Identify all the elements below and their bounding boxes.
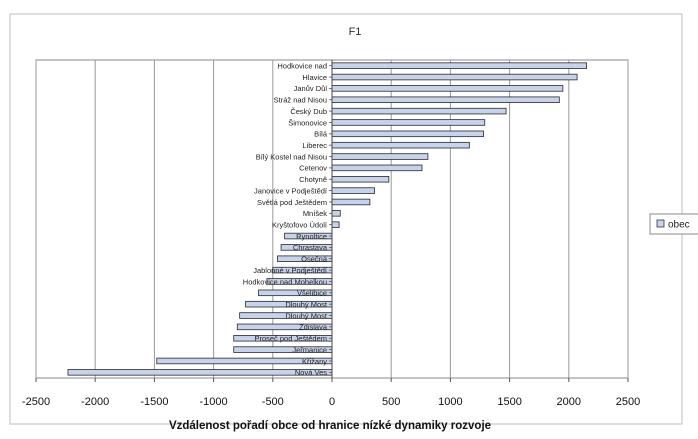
bar-7	[331, 141, 470, 149]
x-tick-label-0: -2500	[22, 396, 50, 408]
category-label-0: Hodkovice nad	[277, 61, 327, 70]
category-label-14: Kryštofovo Údolí	[272, 220, 328, 229]
category-label-12: Světlá pod Ještědem	[257, 198, 327, 207]
bar-11	[331, 187, 376, 194]
category-label-10: Chotyně	[299, 175, 327, 184]
x-tick-label-8: 1500	[497, 396, 521, 408]
category-label-15: Rynoltice	[296, 232, 327, 241]
bar-4	[331, 107, 507, 115]
category-label-5: Šimonovice	[288, 118, 327, 127]
legend-label: obec	[668, 220, 690, 231]
x-tick-label-3: -1000	[200, 396, 228, 408]
bar-2	[331, 85, 564, 92]
category-label-9: Cetenov	[299, 164, 327, 173]
x-tick-label-4: -500	[262, 396, 284, 408]
x-tick-label-2: -1500	[140, 396, 168, 408]
category-label-17: Osečná	[301, 255, 328, 264]
category-label-23: Zdislava	[299, 323, 328, 332]
category-label-22: Dlouhý Most	[285, 311, 328, 320]
category-label-24: Proseč pod Ještědem	[254, 334, 327, 343]
bar-14	[331, 221, 340, 228]
category-label-4: Český Dub	[290, 107, 327, 116]
category-label-25: Jeřmanice	[292, 345, 327, 354]
x-tick-label-6: 500	[382, 396, 400, 408]
bar-5	[331, 119, 486, 126]
category-label-26: Křižany	[302, 357, 327, 366]
category-label-16: Chrastava	[293, 243, 328, 252]
x-tick-label-10: 2500	[616, 396, 640, 408]
bar-10	[331, 176, 390, 183]
bar-0	[331, 62, 587, 69]
category-label-11: Janovice v Podještědí	[254, 186, 328, 195]
bar-1	[331, 73, 578, 81]
category-label-7: Liberec	[302, 141, 327, 150]
category-label-3: Stráž nad Nisou	[274, 96, 327, 105]
legend-box	[649, 213, 698, 235]
bar-12	[331, 198, 371, 206]
x-axis-label: Vzdálenost pořadí obce od hranice nízké …	[169, 420, 491, 432]
x-tick-label-1: -2000	[81, 396, 109, 408]
bar-6	[331, 130, 484, 138]
category-label-1: Hlavice	[302, 73, 327, 82]
bar-13	[331, 210, 341, 217]
category-label-8: Bílý Kostel nad Nisou	[256, 152, 327, 161]
category-label-18: Jablonné v Podještědí	[253, 266, 328, 275]
bar-3	[331, 96, 560, 103]
category-label-2: Janův Důl	[294, 84, 328, 93]
category-label-21: Dlouhý Most	[285, 300, 328, 309]
bar-8	[331, 153, 429, 160]
category-label-13: Mníšek	[303, 209, 327, 218]
category-label-6: Bílá	[314, 130, 328, 139]
bars-group	[67, 60, 587, 378]
x-tick-label-9: 2000	[557, 396, 581, 408]
bar-27	[67, 369, 333, 376]
category-label-20: Všelibice	[297, 289, 327, 298]
bar-9	[331, 164, 423, 172]
x-tick-label-5: 0	[329, 396, 335, 408]
x-tick-label-7: 1000	[438, 396, 462, 408]
category-label-27: Nová Ves	[295, 368, 327, 377]
x-tick-labels: -2500 -2000 -1500 -1000 -500 0 500 1000 1500 2000…	[22, 396, 640, 408]
legend-swatch	[656, 219, 665, 228]
category-label-19: Hodkovice nad Mohelkou	[243, 277, 327, 286]
chart-title: F1	[349, 26, 362, 38]
category-labels: Hodkovice nad Hlavice Janův Důl Stráž nad N…	[243, 61, 328, 377]
